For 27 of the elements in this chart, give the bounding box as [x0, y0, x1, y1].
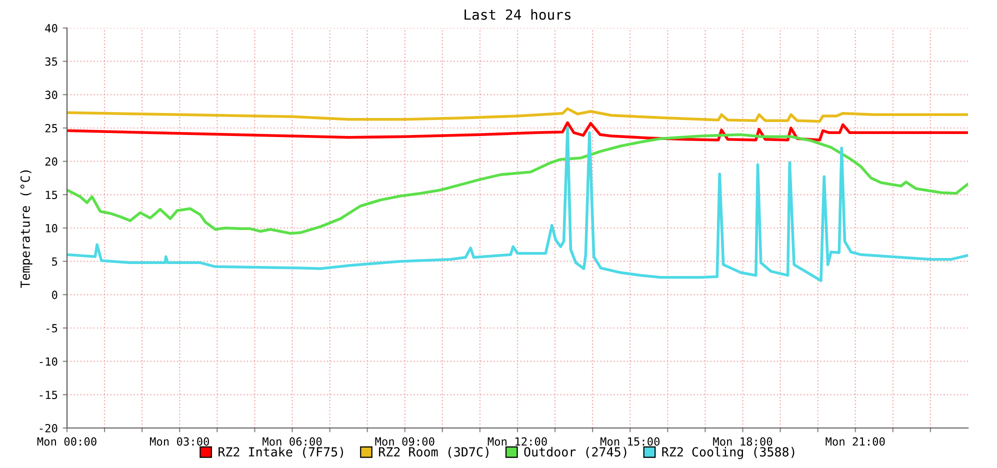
y-tick-label: 10 [46, 224, 58, 232]
x-tick-label: Mon 06:00 [262, 437, 322, 446]
y-tick-label: 30 [45, 90, 58, 100]
y-tick-label: 40 [45, 24, 58, 32]
legend-label: Outdoor (2745) [524, 446, 626, 458]
x-tick-label: Mon 12:00 [488, 437, 547, 446]
x-tick-label: Mon 21:00 [826, 437, 885, 446]
chart-title: Last 24 hours [464, 9, 570, 20]
legend-label: RZ2 Intake (7F75) [218, 446, 344, 458]
y-tick-label: -15 [40, 390, 58, 400]
legend-label: RZ2 Room (3D7C) [378, 446, 488, 458]
y-tick-label: 0 [52, 290, 58, 300]
x-tick-label: Mon 00:00 [37, 437, 96, 446]
y-tick-label: -5 [46, 324, 58, 332]
y-tick-label: 20 [45, 157, 58, 166]
x-tick-label: Mon 03:00 [150, 437, 210, 446]
y-tick-label: -10 [40, 357, 58, 366]
y-tick-label: 35 [45, 57, 58, 66]
x-tick-label: Mon 18:00 [713, 437, 772, 446]
y-tick-label: -20 [40, 424, 58, 432]
y-tick-label: 5 [52, 257, 58, 266]
x-tick-label: Mon 15:00 [600, 437, 660, 446]
x-tick-label: Mon 09:00 [375, 437, 434, 446]
y-axis-title: Temperature (°C) [20, 170, 32, 288]
legend-label: RZ2 Cooling (3588) [662, 446, 794, 460]
y-tick-label: 15 [46, 190, 58, 200]
y-tick-label: 25 [45, 124, 58, 132]
